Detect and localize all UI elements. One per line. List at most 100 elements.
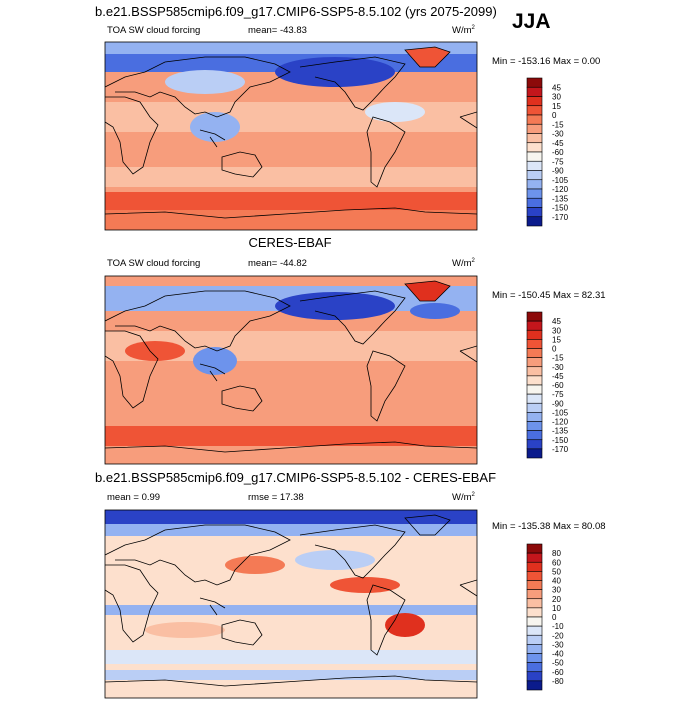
colorbar-box [526, 207, 543, 218]
colorbar-label: -30 [552, 363, 564, 372]
colorbar-box [526, 402, 543, 413]
colorbar-label: 45 [552, 317, 561, 326]
colorbar-box [526, 421, 543, 431]
colorbar-label: -40 [552, 650, 564, 659]
colorbar-box [526, 598, 543, 609]
panel-title: b.e21.BSSP585cmip6.f09_g17.CMIP6-SSP5-8.… [95, 470, 496, 485]
panel-title: CERES-EBAF [248, 235, 331, 250]
units-exponent: 2 [472, 492, 476, 498]
map [105, 510, 477, 698]
colorbar-box [526, 384, 543, 395]
units: W/m [452, 25, 472, 36]
map-frame [104, 275, 478, 465]
colorbar-label: -15 [552, 354, 564, 363]
colorbar-label: -80 [552, 677, 564, 686]
colorbar-box [526, 625, 543, 636]
colorbar-label: -105 [552, 408, 569, 417]
season-label: JJA [512, 10, 551, 33]
colorbar-box [526, 430, 543, 441]
min-max-label: Min = -153.16 Max = 0.00 [492, 56, 600, 67]
colorbar-box [526, 142, 543, 153]
colorbar-label: 45 [552, 83, 561, 92]
colorbar-label: -30 [552, 640, 564, 649]
map-frame [104, 509, 478, 699]
panel-title: b.e21.BSSP585cmip6.f09_g17.CMIP6-SSP5-8.… [95, 4, 497, 19]
colorbar-box [526, 662, 543, 673]
min-max-label: Min = -135.38 Max = 80.08 [492, 521, 606, 532]
colorbar-label: 40 [552, 577, 561, 586]
colorbar-box [526, 412, 543, 422]
colorbar-label: -90 [552, 167, 564, 176]
colorbar-box [526, 607, 543, 618]
colorbar-label: -45 [552, 139, 564, 148]
colorbar-label: -75 [552, 157, 564, 166]
colorbar-box [526, 311, 543, 322]
colorbar-label: -50 [552, 659, 564, 668]
colorbar-label: 30 [552, 586, 561, 595]
colorbar-label: -135 [552, 194, 569, 203]
map-frame [104, 41, 478, 231]
colorbar-box [526, 170, 543, 181]
colorbar-label: -105 [552, 176, 569, 185]
colorbar-label: -150 [552, 436, 569, 445]
map [105, 42, 477, 230]
colorbar-label: -10 [552, 622, 564, 631]
units-exponent: 2 [472, 25, 476, 31]
units-label: W/m2 [452, 25, 476, 36]
colorbar: 4530150-15-30-45-60-75-90-105-120-135-15… [526, 311, 569, 459]
colorbar-box [526, 366, 543, 377]
colorbar-label: -15 [552, 120, 564, 129]
colorbar-label: -120 [552, 185, 569, 194]
colorbar-box [526, 151, 543, 162]
colorbar-box [526, 357, 543, 368]
colorbar-label: 0 [552, 111, 557, 120]
colorbar-box [526, 160, 543, 171]
colorbar-box [526, 644, 543, 654]
colorbar-box [526, 123, 543, 134]
colorbar-box [526, 77, 543, 88]
colorbar-box [526, 114, 543, 125]
colorbar-box [526, 320, 543, 331]
mean-label: mean = 0.99 [107, 492, 160, 503]
colorbar-label: 20 [552, 595, 561, 604]
colorbar-box [526, 179, 543, 190]
colorbar-label: -30 [552, 130, 564, 139]
variable-label: TOA SW cloud forcing [107, 25, 200, 36]
colorbar-box [526, 589, 543, 600]
colorbar-label: -20 [552, 631, 564, 640]
colorbar-box [526, 348, 543, 358]
colorbar-label: -45 [552, 372, 564, 381]
colorbar-label: 15 [552, 102, 561, 111]
colorbar-label: 0 [552, 613, 557, 622]
colorbar-box [526, 105, 543, 116]
colorbar-box [526, 197, 543, 208]
colorbar-box [526, 616, 543, 627]
colorbar-label: 80 [552, 549, 561, 558]
colorbar-box [526, 634, 543, 645]
colorbar-label: -135 [552, 427, 569, 436]
colorbar-label: -60 [552, 381, 564, 390]
min-max-label: Min = -150.45 Max = 82.31 [492, 290, 606, 301]
colorbar-box [526, 571, 543, 581]
colorbar-box [526, 188, 543, 199]
colorbar-label: -150 [552, 204, 569, 213]
colorbar-label: -60 [552, 668, 564, 677]
units-exponent: 2 [472, 258, 476, 264]
colorbar-box [526, 552, 543, 563]
colorbar-label: -120 [552, 418, 569, 427]
colorbar-box [526, 543, 543, 554]
colorbar-label: 50 [552, 567, 561, 576]
colorbar: 4530150-15-30-45-60-75-90-105-120-135-15… [526, 77, 569, 227]
units-label: W/m2 [452, 258, 476, 269]
colorbar-box [526, 671, 543, 682]
mean-label: mean= -43.83 [248, 25, 307, 36]
colorbar-label: -90 [552, 399, 564, 408]
colorbar-label: -75 [552, 390, 564, 399]
colorbar-box [526, 216, 543, 227]
colorbar-label: 15 [552, 335, 561, 344]
mean-label: mean= -44.82 [248, 258, 307, 269]
colorbar-label: -170 [552, 445, 569, 454]
variable-label: TOA SW cloud forcing [107, 258, 200, 269]
